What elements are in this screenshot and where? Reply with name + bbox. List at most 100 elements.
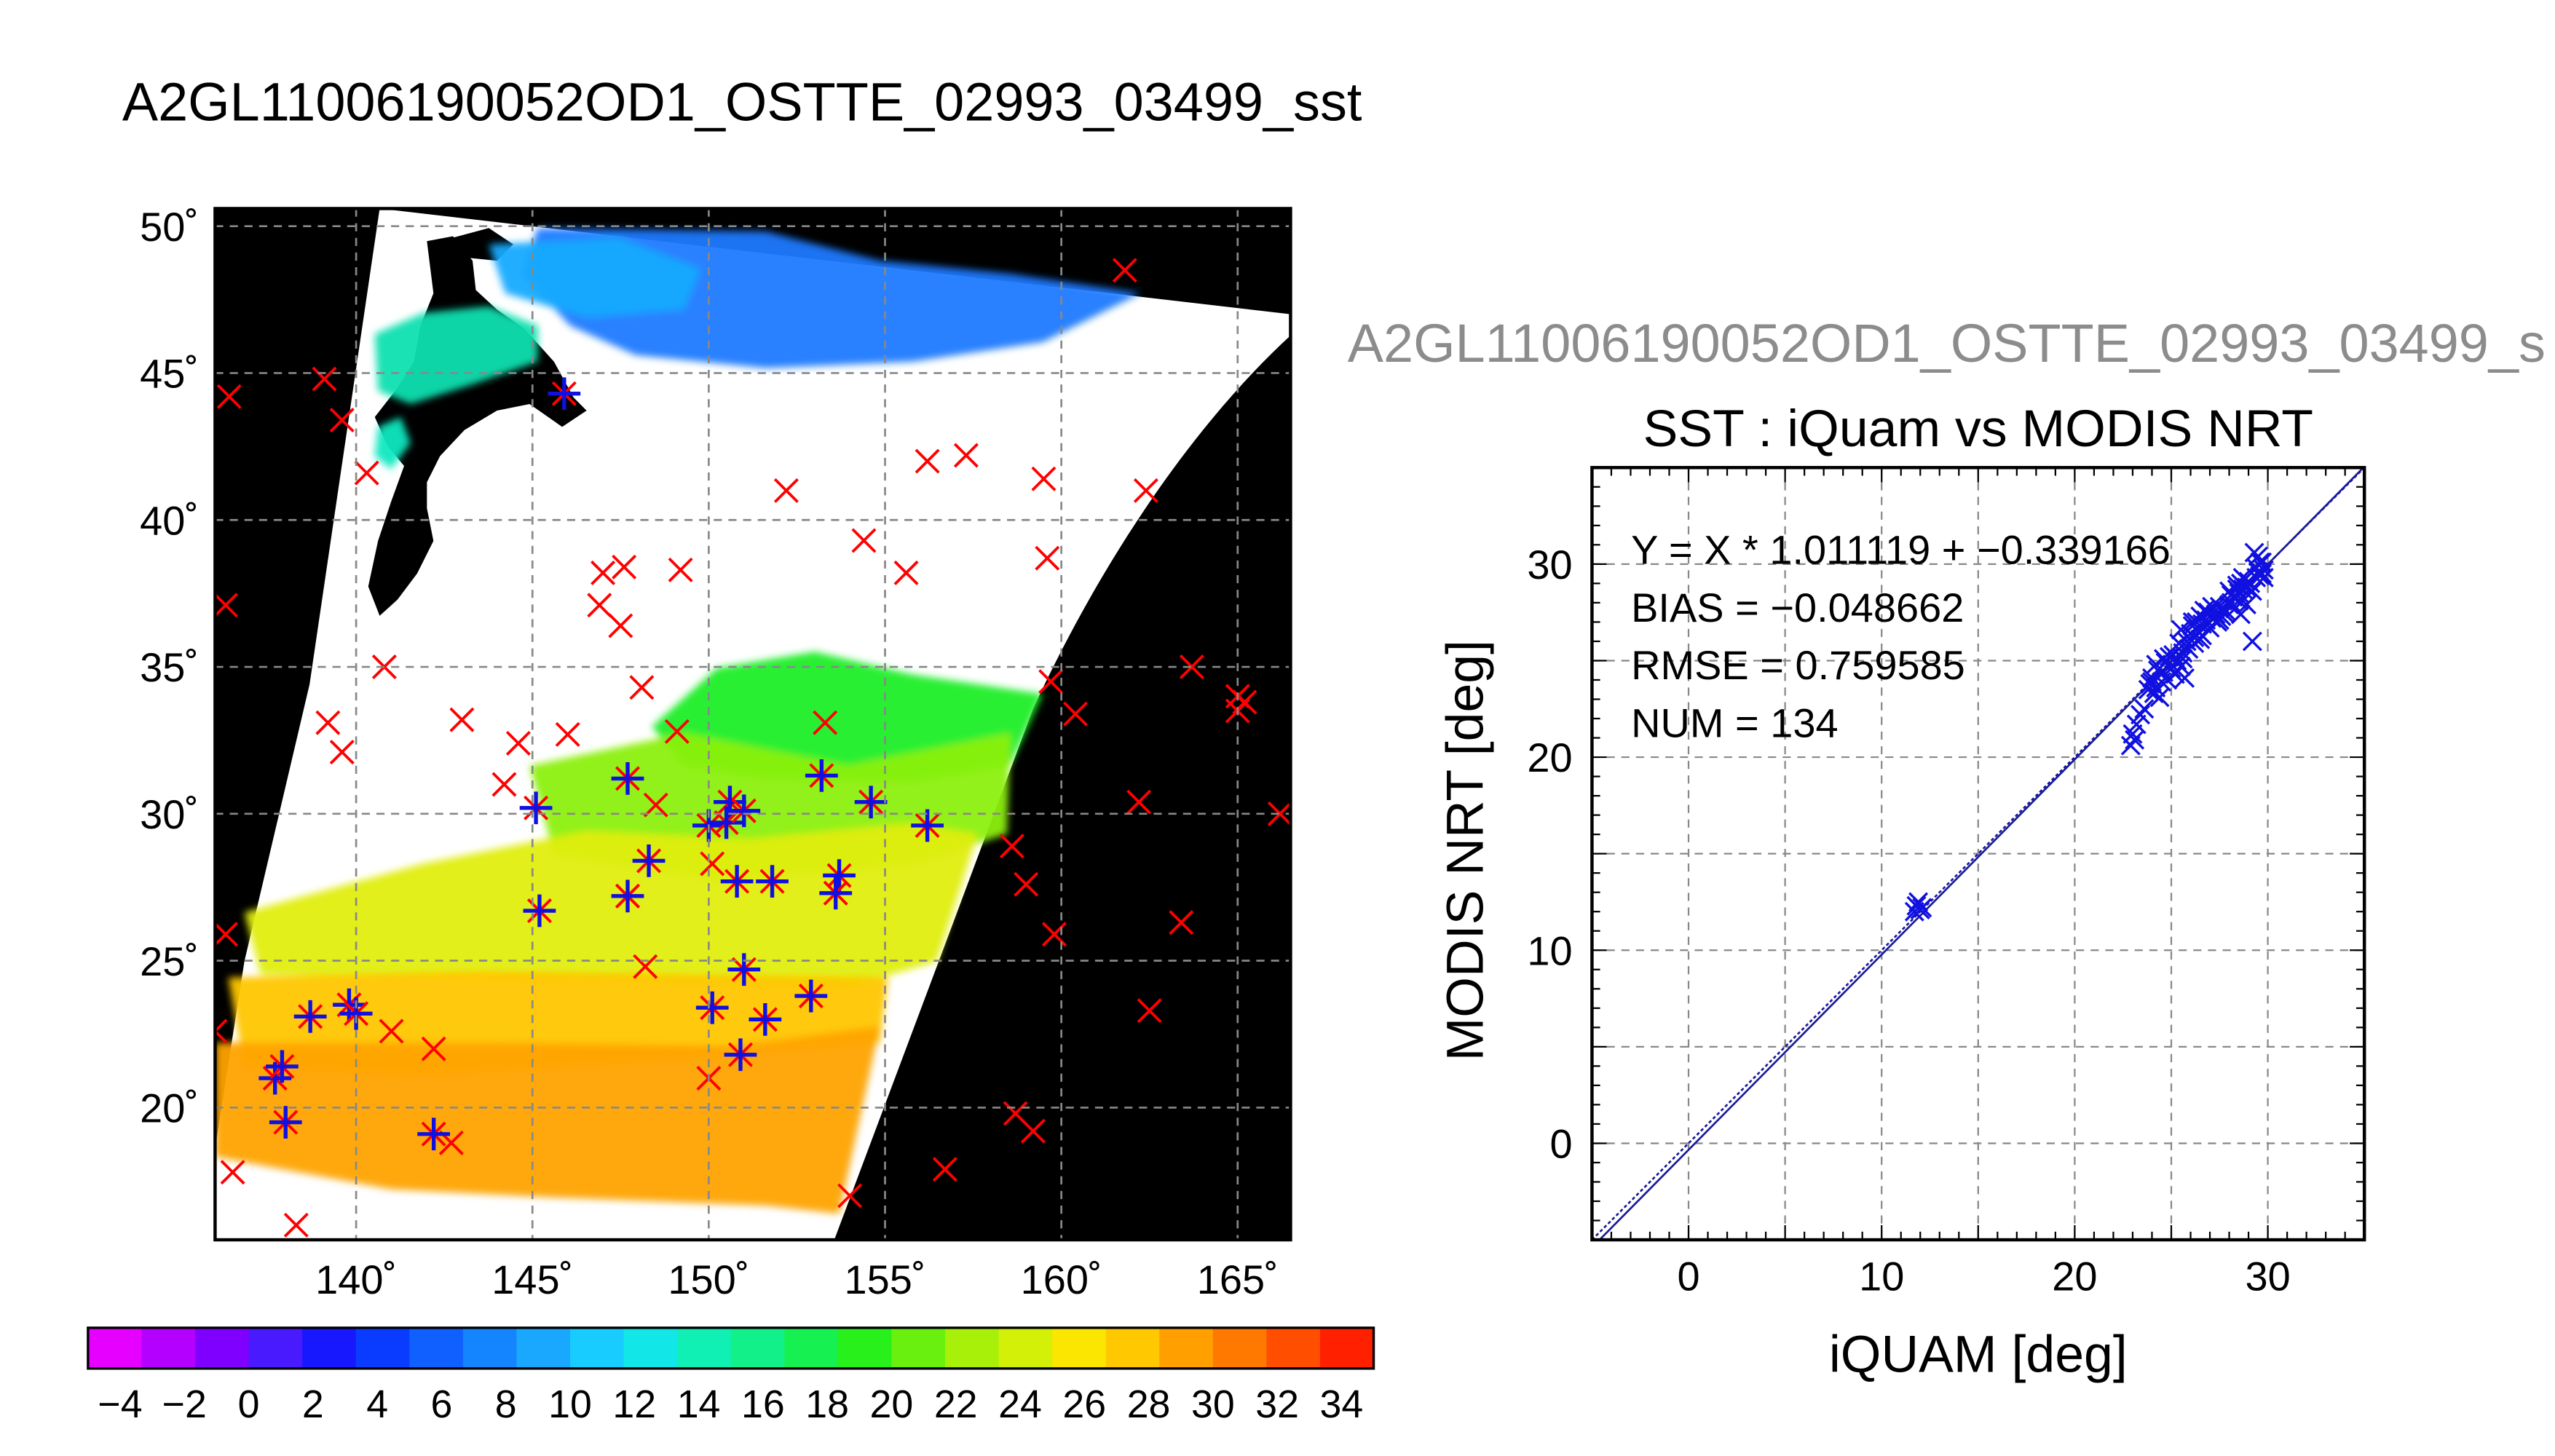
- iquam-marker-b: [438, 1130, 464, 1155]
- colorbar-segment: [516, 1327, 572, 1369]
- iquam-marker-b: [1031, 466, 1057, 491]
- iquam-marker-b: [1267, 801, 1291, 826]
- scatter-point-b: [2190, 629, 2211, 649]
- colorbar-segment: [623, 1327, 679, 1369]
- map-y-tick-label: 20˚: [140, 1085, 199, 1131]
- scatter-point-b: [2232, 567, 2253, 587]
- colorbar-segment: [302, 1327, 358, 1369]
- scatter-y-tick-label: 30: [1527, 542, 1572, 587]
- colorbar-segment: [998, 1327, 1054, 1369]
- iquam-marker-b: [1063, 701, 1089, 727]
- iquam-marker-b: [1126, 789, 1152, 815]
- colorbar-tick-label: 20: [870, 1382, 914, 1426]
- map-x-tick-label: 160˚: [1021, 1257, 1102, 1302]
- scatter-tick-labels: 0 10 20 30 0 10 20 30: [1527, 542, 2290, 1299]
- sst-band-teal-small: [374, 416, 411, 470]
- scatter-point-b: [2171, 620, 2191, 640]
- sst-band-yellow: [244, 823, 978, 988]
- scatter-point-b: [2149, 687, 2170, 708]
- colorbar-tick-label: 34: [1320, 1382, 1364, 1426]
- map-x-tick-label: 140˚: [315, 1257, 397, 1302]
- iquam-marker-b: [505, 730, 531, 756]
- sst-band-teal: [374, 306, 538, 404]
- iquam-marker-b: [591, 560, 616, 585]
- colorbar-tick-label: 30: [1191, 1382, 1235, 1426]
- iquam-marker-b: [813, 710, 838, 735]
- colorbar-tick-label: 4: [366, 1382, 388, 1426]
- scatter-points: [1904, 542, 2274, 922]
- colorbar-tick-label: 0: [238, 1382, 260, 1426]
- scatter-point-b: [2254, 567, 2274, 587]
- colorbar-tick-label: 18: [805, 1382, 849, 1426]
- iquam-marker-b: [1038, 669, 1064, 695]
- map-x-tick-label: 150˚: [668, 1257, 749, 1302]
- sst-map-panel: 140˚ 145˚ 150˚ 155˚ 160˚ 165˚ 50˚ 45˚ 40˚ 35˚ 30˚ 2…: [140, 204, 1292, 1302]
- scatter-point-b: [2252, 563, 2272, 584]
- colorbar-segment: [409, 1327, 465, 1369]
- iquam-marker-b: [612, 554, 637, 579]
- scatter-point-b: [2141, 672, 2162, 692]
- colorbar-tick-label: 12: [612, 1382, 656, 1426]
- colorbar-segment: [1105, 1327, 1161, 1369]
- iquam-marker-b: [1179, 654, 1204, 680]
- iquam-marker-b: [1014, 871, 1039, 897]
- colorbar-segment: [141, 1327, 197, 1369]
- colorbar-segment: [248, 1327, 304, 1369]
- colorbar-segment: [677, 1327, 732, 1369]
- iquam-marker-b: [315, 710, 341, 735]
- scatter-y-axis-label: MODIS NRT [deg]: [1436, 640, 1494, 1061]
- scatter-statistics: Y = X * 1.011119 + −0.339166 BIAS = −0.04…: [1631, 526, 2171, 745]
- scatter-frame: [1590, 466, 2366, 1242]
- iquam-marker-b: [773, 478, 799, 503]
- map-y-tick-label: 50˚: [140, 204, 199, 250]
- colorbar-segment: [569, 1327, 625, 1369]
- fit-equation-text: Y = X * 1.011119 + −0.339166: [1631, 526, 2171, 572]
- iquam-marker-b: [421, 1036, 446, 1061]
- rmse-text: RMSE = 0.759585: [1631, 642, 1965, 688]
- iquam-marker-b: [312, 366, 337, 392]
- iquam-marker-b: [629, 675, 655, 700]
- iquam-marker-b: [1137, 998, 1162, 1024]
- colorbar-tick-label: 28: [1127, 1382, 1171, 1426]
- iquam-marker-b: [1020, 1118, 1046, 1144]
- iquam-marker-b: [379, 1018, 404, 1044]
- colorbar-segment: [1319, 1327, 1375, 1369]
- colorbar-tick-label: 16: [741, 1382, 785, 1426]
- iquam-marker-b: [1003, 1101, 1028, 1126]
- scatter-y-tick-label: 10: [1527, 927, 1572, 973]
- scatter-point-b: [2131, 705, 2151, 725]
- colorbar-tick-label: 10: [548, 1382, 592, 1426]
- map-y-tick-label: 45˚: [140, 351, 199, 397]
- iquam-marker-b: [932, 1157, 957, 1182]
- scatter-point-b: [2236, 595, 2256, 615]
- scatter-point-b: [2173, 649, 2193, 669]
- map-grid: [215, 208, 1291, 1241]
- scatter-point-b: [2169, 633, 2189, 654]
- colorbar-segment: [1266, 1327, 1322, 1369]
- colorbar-segment: [944, 1327, 1000, 1369]
- scatter-x-tick-label: 10: [1859, 1253, 1904, 1299]
- colorbar-tick-label: 22: [934, 1382, 978, 1426]
- colorbar-tick-label: −2: [162, 1382, 207, 1426]
- map-y-tick-label: 40˚: [140, 497, 199, 543]
- colorbar-frame: [87, 1326, 1375, 1370]
- iquam-marker-b: [633, 954, 658, 979]
- colorbar-tick-label: 6: [430, 1382, 452, 1426]
- collocated-markers: [258, 377, 944, 1151]
- iquam-marker-b: [555, 721, 580, 747]
- scatter-point-b: [2167, 660, 2187, 681]
- scatter-point-b: [2182, 612, 2203, 632]
- map-frame: [213, 207, 1292, 1242]
- colorbar-tick-label: 24: [998, 1382, 1042, 1426]
- colorbar-tick-label: 14: [677, 1382, 721, 1426]
- iquam-marker-b: [837, 1183, 863, 1208]
- scatter-y-tick-label: 0: [1549, 1121, 1572, 1167]
- scatter-point-b: [2134, 699, 2155, 719]
- map-x-tick-label: 165˚: [1197, 1257, 1279, 1302]
- iquam-marker-b: [283, 1212, 309, 1238]
- iquam-marker-b: [216, 384, 242, 409]
- iquam-marker-b: [354, 460, 379, 486]
- map-tick-labels: 140˚ 145˚ 150˚ 155˚ 160˚ 165˚ 50˚ 45˚ 40˚ 35˚ 30˚ 2…: [140, 204, 1279, 1302]
- iquam-marker-b: [643, 792, 668, 818]
